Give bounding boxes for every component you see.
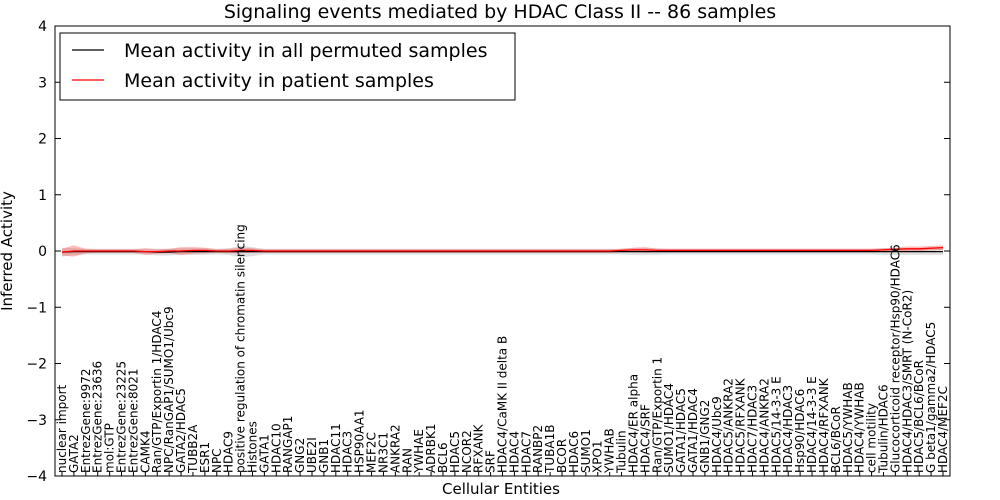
x-category-label: GATA1/HDAC4 bbox=[686, 388, 700, 473]
x-category-label: GATA2 bbox=[67, 434, 81, 473]
y-tick-label: −3 bbox=[26, 413, 47, 429]
series-line-1 bbox=[61, 246, 944, 253]
x-category-label: HDAC4/HDAC3 bbox=[781, 385, 795, 473]
x-category-label: NCOR2 bbox=[460, 430, 474, 473]
x-category-label: BCL6 bbox=[436, 442, 450, 473]
y-tick-label: −4 bbox=[26, 469, 47, 485]
x-category-label: HDAC4/14-3-3 E bbox=[805, 376, 819, 473]
x-category-label: TUBB2A bbox=[186, 424, 200, 474]
x-category-label: cell motility bbox=[865, 403, 879, 473]
x-category-label: HDAC4/Ubc9 bbox=[710, 396, 724, 473]
x-category-label: G beta1/gamma2/HDAC5 bbox=[924, 322, 938, 473]
x-category-label: ADRBK1 bbox=[424, 424, 438, 474]
x-category-label: Tubulin/HDAC6 bbox=[877, 384, 891, 474]
x-category-label: SRF bbox=[484, 450, 498, 473]
x-category-label: HDAC7/HDAC3 bbox=[746, 385, 760, 473]
x-category-label: Ran/GTP/Exportin 1/HDAC4 bbox=[150, 311, 164, 473]
x-category-label: HSP90AA1 bbox=[353, 409, 367, 473]
y-tick-label: −2 bbox=[26, 357, 47, 373]
x-category-label: HDAC4/MEF2C bbox=[936, 386, 950, 473]
x-category-label: Hsp90/HDAC6 bbox=[793, 389, 807, 473]
y-tick-label: 3 bbox=[38, 75, 47, 91]
legend-box bbox=[59, 32, 516, 101]
x-axis-category-labels: nuclear importGATA2EntrezGene:9972Entrez… bbox=[55, 224, 950, 476]
x-category-label: HDAC7 bbox=[519, 431, 533, 473]
x-category-label: Ran/GTP/Exportin 1 bbox=[650, 357, 664, 473]
x-category-label: RAN bbox=[400, 448, 414, 473]
x-category-label: GATA2/HDAC5 bbox=[174, 388, 188, 473]
x-category-label: EntrezGene:9972 bbox=[79, 368, 93, 473]
y-tick-label: −1 bbox=[26, 300, 47, 316]
x-category-label: HDAC4/SRF bbox=[638, 404, 652, 473]
x-category-label: GATA1/HDAC5 bbox=[674, 388, 688, 473]
x-category-label: NPC bbox=[210, 448, 224, 473]
x-category-label: BCL6/BCoR bbox=[829, 406, 843, 473]
x-category-label: YWHAB bbox=[603, 428, 617, 474]
legend-label-permuted: Mean activity in all permuted samples bbox=[124, 40, 487, 62]
x-category-label: HDAC11 bbox=[329, 423, 343, 473]
x-category-label: mol:GTP bbox=[103, 423, 117, 473]
x-category-label: SUMO1/HDAC4 bbox=[662, 383, 676, 473]
x-category-label: NR3C1 bbox=[376, 432, 390, 473]
x-category-label: HDAC4/RFXANK bbox=[817, 377, 831, 473]
series-line-0 bbox=[61, 250, 943, 253]
x-category-label: GNB1 bbox=[317, 439, 331, 473]
y-axis-ticks: −4 −3 −2 −1 0 1 2 3 4 bbox=[26, 19, 950, 485]
x-category-label: Tubulin bbox=[615, 430, 629, 474]
x-category-label: HDAC10 bbox=[269, 423, 283, 473]
x-category-label: HDAC5/14-3-3 E bbox=[769, 376, 783, 473]
x-category-label: CAMK4 bbox=[138, 431, 152, 473]
x-category-label: HDAC9 bbox=[222, 431, 236, 473]
x-category-label: RANGAP1 bbox=[281, 416, 295, 473]
x-category-label: HDAC5/RFXANK bbox=[734, 377, 748, 473]
x-category-label: HDAC3 bbox=[341, 431, 355, 473]
legend-label-patient: Mean activity in patient samples bbox=[124, 70, 434, 92]
x-category-label: NPC/RanGAP1/SUMO1/Ubc9 bbox=[162, 306, 176, 473]
x-category-label: EntrezGene:23225 bbox=[115, 361, 129, 473]
x-category-label: HDAC4/CaMK II delta B bbox=[496, 336, 510, 473]
x-category-label: HDAC5/YWHAB bbox=[841, 382, 855, 473]
y-tick-label: 2 bbox=[38, 132, 47, 148]
x-category-label: MEF2C bbox=[365, 432, 379, 473]
x-category-label: nuclear import bbox=[55, 384, 69, 473]
x-category-label: HDAC4 bbox=[507, 431, 521, 473]
plot-frame bbox=[54, 25, 951, 477]
x-category-label: RANBP2 bbox=[531, 425, 545, 473]
x-category-label: SUMO1 bbox=[579, 429, 593, 473]
x-category-label: UBE2I bbox=[305, 437, 319, 473]
x-category-label: ANKRA2 bbox=[388, 424, 402, 473]
x-category-label: BCOR bbox=[555, 439, 569, 473]
x-category-label: RFXANK bbox=[472, 423, 486, 473]
x-category-label: GNG2 bbox=[293, 438, 307, 473]
series-lines bbox=[61, 246, 944, 253]
chart-title: Signaling events mediated by HDAC Class … bbox=[224, 1, 776, 23]
x-category-label: HDAC4/YWHAB bbox=[853, 382, 867, 473]
y-tick-label: 4 bbox=[38, 19, 47, 35]
x-category-label: Histones bbox=[246, 421, 260, 473]
x-category-label: XPO1 bbox=[591, 440, 605, 473]
x-category-label: GATA1 bbox=[257, 434, 271, 473]
x-category-label: HDAC5/BCL6/BCoR bbox=[912, 360, 926, 473]
x-category-label: HDAC5/ANKRA2 bbox=[722, 378, 736, 473]
y-tick-label: 1 bbox=[38, 188, 47, 204]
x-category-label: ESR1 bbox=[198, 442, 212, 473]
x-category-label: HDAC4/HDAC3/SMRT (N-CoR2) bbox=[900, 290, 914, 473]
x-category-label: EntrezGene:8021 bbox=[126, 368, 140, 473]
x-category-label: HDAC5 bbox=[448, 431, 462, 473]
x-category-label: EntrezGene:23636 bbox=[91, 361, 105, 473]
y-tick-label: 0 bbox=[38, 244, 47, 260]
x-category-label: HDAC4/ANKRA2 bbox=[757, 378, 771, 473]
x-axis-label: Cellular Entities bbox=[442, 480, 560, 498]
x-category-label: Glucocorticoid receptor/Hsp90/HDAC6 bbox=[888, 244, 902, 473]
x-category-label: YWHAE bbox=[412, 429, 426, 474]
x-category-label: HDAC4/ER alpha bbox=[627, 374, 641, 473]
x-category-label: positive regulation of chromatin silenci… bbox=[234, 224, 248, 473]
x-category-label: HDAC6 bbox=[567, 431, 581, 473]
x-category-label: TUBA1B bbox=[543, 425, 557, 474]
y-axis-label: Inferred Activity bbox=[0, 191, 16, 311]
legend: Mean activity in all permuted samples Me… bbox=[59, 32, 516, 101]
x-category-label: GNB1/GNG2 bbox=[698, 400, 712, 473]
